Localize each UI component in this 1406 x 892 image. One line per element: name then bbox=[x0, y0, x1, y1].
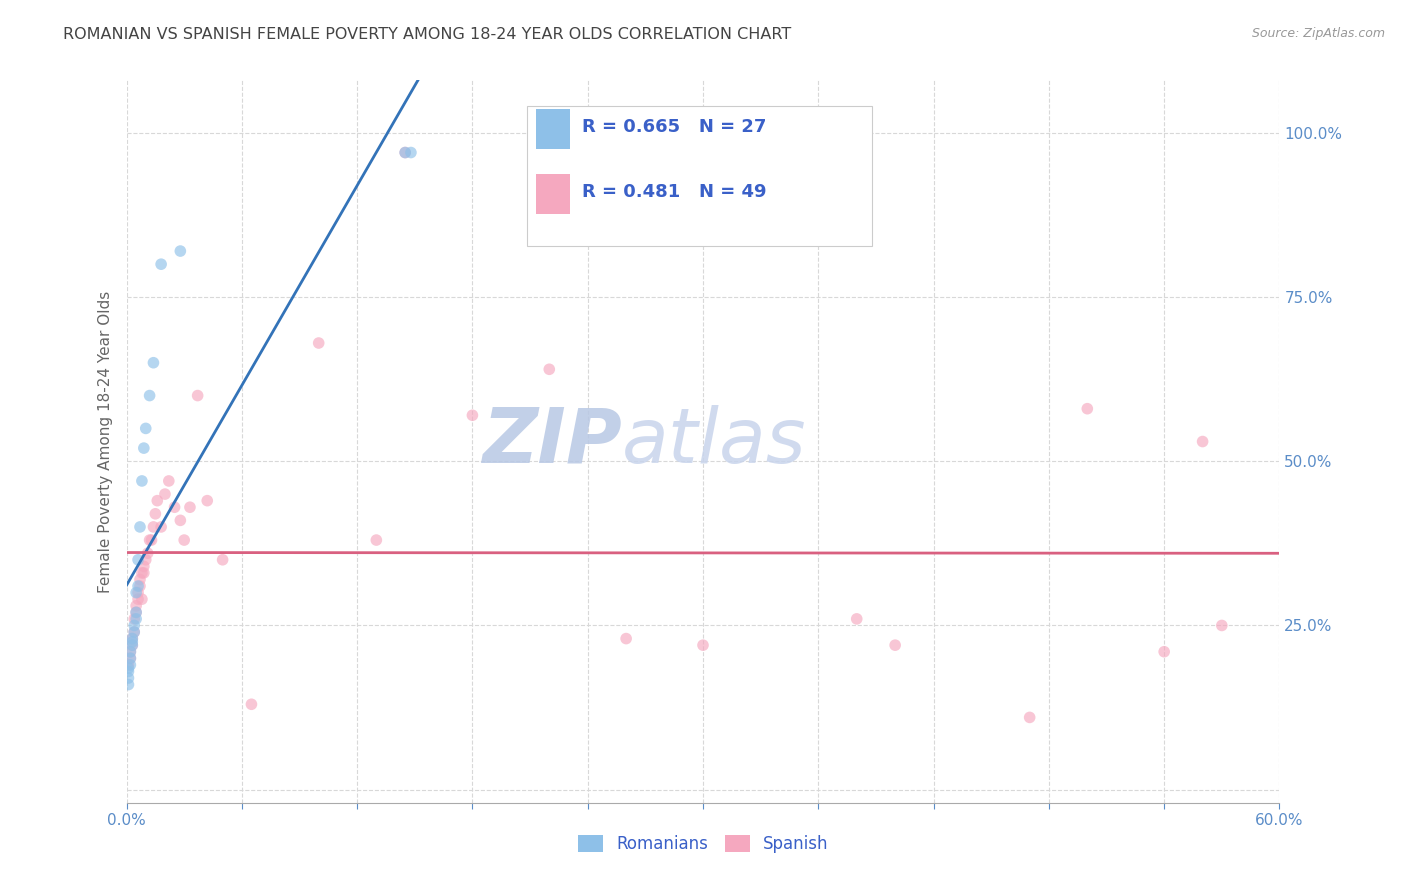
Point bbox=[240, 698, 263, 712]
Point bbox=[120, 651, 142, 665]
Point bbox=[131, 566, 153, 580]
Point bbox=[125, 585, 148, 599]
Point bbox=[138, 388, 160, 402]
FancyBboxPatch shape bbox=[536, 109, 571, 149]
Point bbox=[117, 677, 139, 691]
Point bbox=[129, 573, 152, 587]
Point bbox=[125, 599, 148, 613]
Point bbox=[121, 632, 143, 646]
Point bbox=[195, 493, 218, 508]
Point bbox=[120, 657, 142, 672]
Text: R = 0.665   N = 27: R = 0.665 N = 27 bbox=[582, 119, 766, 136]
Point bbox=[131, 474, 153, 488]
Point bbox=[614, 632, 637, 646]
Point bbox=[129, 520, 152, 534]
Point bbox=[153, 487, 176, 501]
Legend: Romanians, Spanish: Romanians, Spanish bbox=[571, 828, 835, 860]
Point bbox=[845, 612, 868, 626]
Point bbox=[136, 546, 159, 560]
Point bbox=[138, 533, 160, 547]
Point bbox=[1211, 618, 1233, 632]
Point bbox=[135, 421, 157, 435]
Text: atlas: atlas bbox=[623, 405, 807, 478]
Point bbox=[122, 625, 145, 640]
Point bbox=[120, 645, 142, 659]
Point bbox=[125, 605, 148, 619]
Text: ZIP: ZIP bbox=[482, 405, 623, 478]
Point bbox=[1018, 710, 1040, 724]
Point bbox=[120, 651, 142, 665]
Point bbox=[884, 638, 907, 652]
Point bbox=[308, 336, 330, 351]
Point bbox=[142, 356, 165, 370]
Point bbox=[122, 625, 145, 640]
Point bbox=[132, 566, 155, 580]
Point bbox=[117, 661, 139, 675]
Text: Source: ZipAtlas.com: Source: ZipAtlas.com bbox=[1251, 27, 1385, 40]
Point bbox=[187, 388, 209, 402]
FancyBboxPatch shape bbox=[527, 105, 873, 246]
Point bbox=[127, 579, 149, 593]
Point bbox=[117, 665, 139, 679]
Point bbox=[146, 493, 169, 508]
Point bbox=[173, 533, 195, 547]
Point bbox=[366, 533, 388, 547]
Point bbox=[122, 618, 145, 632]
Point bbox=[122, 612, 145, 626]
Point bbox=[141, 533, 163, 547]
Point bbox=[211, 553, 233, 567]
Point bbox=[117, 671, 139, 685]
Point bbox=[121, 635, 143, 649]
Point bbox=[399, 145, 422, 160]
Point bbox=[1153, 645, 1175, 659]
Point bbox=[461, 409, 484, 423]
Point bbox=[169, 513, 191, 527]
Point bbox=[127, 553, 149, 567]
Point bbox=[121, 638, 143, 652]
Point bbox=[121, 632, 143, 646]
Point bbox=[125, 612, 148, 626]
Point bbox=[150, 520, 173, 534]
Point bbox=[131, 592, 153, 607]
Point bbox=[169, 244, 191, 258]
FancyBboxPatch shape bbox=[536, 174, 571, 214]
Y-axis label: Female Poverty Among 18-24 Year Olds: Female Poverty Among 18-24 Year Olds bbox=[97, 291, 112, 592]
Point bbox=[163, 500, 186, 515]
Point bbox=[135, 553, 157, 567]
Text: R = 0.481   N = 49: R = 0.481 N = 49 bbox=[582, 183, 766, 202]
Point bbox=[117, 657, 139, 672]
Point bbox=[129, 579, 152, 593]
Point bbox=[179, 500, 201, 515]
Point bbox=[121, 638, 143, 652]
Point bbox=[145, 507, 166, 521]
Point bbox=[132, 441, 155, 455]
Point bbox=[125, 605, 148, 619]
Point bbox=[157, 474, 180, 488]
Point bbox=[1076, 401, 1098, 416]
Point bbox=[692, 638, 714, 652]
Point bbox=[394, 145, 416, 160]
Point bbox=[394, 145, 416, 160]
Point bbox=[127, 585, 149, 599]
Point bbox=[150, 257, 173, 271]
Text: ROMANIAN VS SPANISH FEMALE POVERTY AMONG 18-24 YEAR OLDS CORRELATION CHART: ROMANIAN VS SPANISH FEMALE POVERTY AMONG… bbox=[63, 27, 792, 42]
Point bbox=[142, 520, 165, 534]
Point bbox=[127, 592, 149, 607]
Point bbox=[120, 645, 142, 659]
Point bbox=[132, 559, 155, 574]
Point bbox=[538, 362, 561, 376]
Point bbox=[1191, 434, 1213, 449]
